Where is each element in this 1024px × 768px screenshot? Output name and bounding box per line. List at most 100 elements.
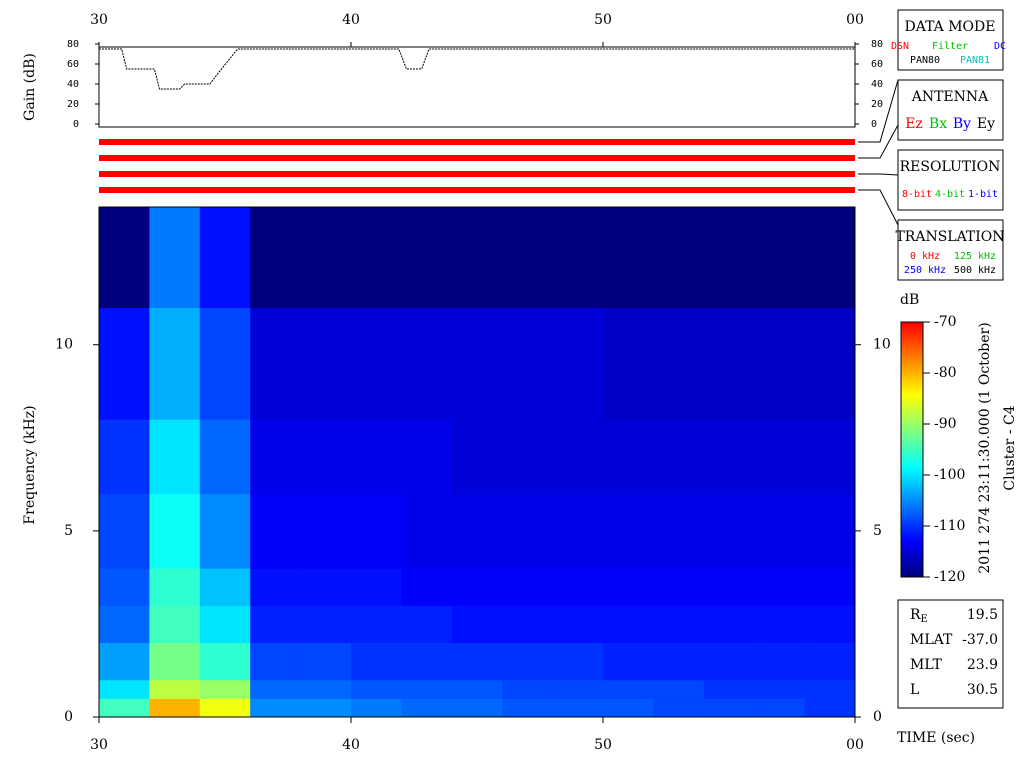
heat-cell — [754, 307, 806, 420]
x-tick-label: 30 — [90, 737, 108, 753]
heat-cell — [149, 568, 201, 606]
colorbar-tick-label: -80 — [934, 365, 957, 381]
heat-cell — [250, 307, 302, 420]
y-tick-label-right: 0 — [871, 119, 877, 130]
panel-title: RESOLUTION — [900, 159, 1001, 175]
heat-cell — [804, 698, 856, 718]
colorbar-tick-label: -120 — [934, 569, 965, 585]
panel-item: Ez — [905, 116, 923, 132]
x-tick-label: 50 — [594, 737, 612, 753]
heat-cell — [502, 679, 554, 699]
colorbar — [900, 321, 924, 578]
heat-cell — [401, 207, 453, 309]
x-axis-label: TIME (sec) — [897, 730, 975, 746]
x-tick-label-top: 40 — [342, 12, 360, 28]
heat-cell — [199, 679, 251, 699]
heat-cell — [804, 679, 856, 699]
heat-cell — [250, 698, 302, 718]
orbit-label: L — [910, 682, 919, 698]
colorbar-tick-label: -100 — [934, 467, 965, 483]
orbit-label-text: L — [910, 682, 919, 698]
connectors — [858, 79, 899, 226]
heat-cell — [199, 207, 251, 309]
orbit-label: MLAT — [910, 632, 953, 648]
orbit-label: RE — [910, 607, 928, 625]
heat-cell — [804, 493, 856, 569]
colorbar-label: dB — [900, 292, 919, 308]
heat-cell — [300, 419, 352, 495]
heat-cell — [653, 307, 705, 420]
heat-cell — [754, 605, 806, 644]
heat-cell — [149, 307, 201, 420]
panel — [897, 219, 1004, 281]
orbit-frame — [897, 599, 1004, 709]
panel-title: TRANSLATION — [895, 229, 1004, 245]
heat-cell — [804, 307, 856, 420]
y-tick-label-right: 40 — [871, 79, 883, 90]
panel-item: 1-bit — [968, 189, 998, 200]
heat-cell — [804, 642, 856, 681]
heat-cell — [451, 568, 503, 606]
heat-cell — [99, 207, 150, 309]
panel — [897, 149, 1004, 211]
heat-cell — [754, 419, 806, 495]
heat-cell — [552, 568, 604, 606]
orbit-label-text: MLT — [910, 657, 942, 673]
gain-line — [99, 48, 855, 90]
heat-cell — [552, 419, 604, 495]
heat-cell — [451, 605, 503, 644]
heat-cell — [351, 419, 402, 495]
heat-cell — [754, 493, 806, 569]
panel-item: Bx — [929, 116, 947, 132]
heat-cell — [552, 679, 604, 699]
heat-cell — [502, 605, 554, 644]
heat-cell — [199, 419, 251, 495]
heat-cell — [603, 698, 654, 718]
heat-cell — [149, 207, 201, 309]
heat-cell — [703, 419, 755, 495]
heat-cell — [703, 568, 755, 606]
heat-cell — [603, 307, 654, 420]
heat-cell — [603, 419, 654, 495]
heat-cell — [804, 419, 856, 495]
heat-cell — [451, 307, 503, 420]
heat-cell — [149, 642, 201, 681]
panel-item: PAN81 — [960, 55, 990, 66]
heat-cell — [300, 493, 352, 569]
heat-cell — [552, 207, 604, 309]
heat-cell — [401, 493, 453, 569]
panel-item: Filter — [932, 41, 968, 52]
heat-cell — [199, 605, 251, 644]
heat-cell — [552, 493, 604, 569]
heat-cell — [754, 207, 806, 309]
heat-cell — [603, 207, 654, 309]
heat-cell — [99, 605, 150, 644]
heat-cell — [703, 207, 755, 309]
y-tick-label-right: 0 — [873, 709, 882, 725]
heat-cell — [351, 679, 402, 699]
heat-cell — [451, 419, 503, 495]
heat-cell — [451, 642, 503, 681]
heat-cell — [703, 493, 755, 569]
panel-item: 250 kHz — [904, 265, 946, 276]
subtitle: Cluster - C4 — [1002, 405, 1018, 490]
heat-cell — [451, 679, 503, 699]
heat-cell — [603, 493, 654, 569]
heat-cell — [199, 698, 251, 718]
heat-cell — [199, 642, 251, 681]
heat-cell — [552, 698, 604, 718]
heat-cell — [149, 698, 201, 718]
orbit-label-text: MLAT — [910, 632, 953, 648]
panel-item: DC — [994, 41, 1006, 52]
heat-cell — [149, 493, 201, 569]
panel-item: PAN80 — [910, 55, 940, 66]
orbit-label-text: R — [910, 607, 921, 623]
heat-cell — [804, 568, 856, 606]
panel-item: Ey — [977, 116, 995, 132]
colorbar-tick-label: -110 — [934, 518, 965, 534]
heat-cell — [451, 207, 503, 309]
heat-cell — [99, 679, 150, 699]
heat-cell — [754, 679, 806, 699]
